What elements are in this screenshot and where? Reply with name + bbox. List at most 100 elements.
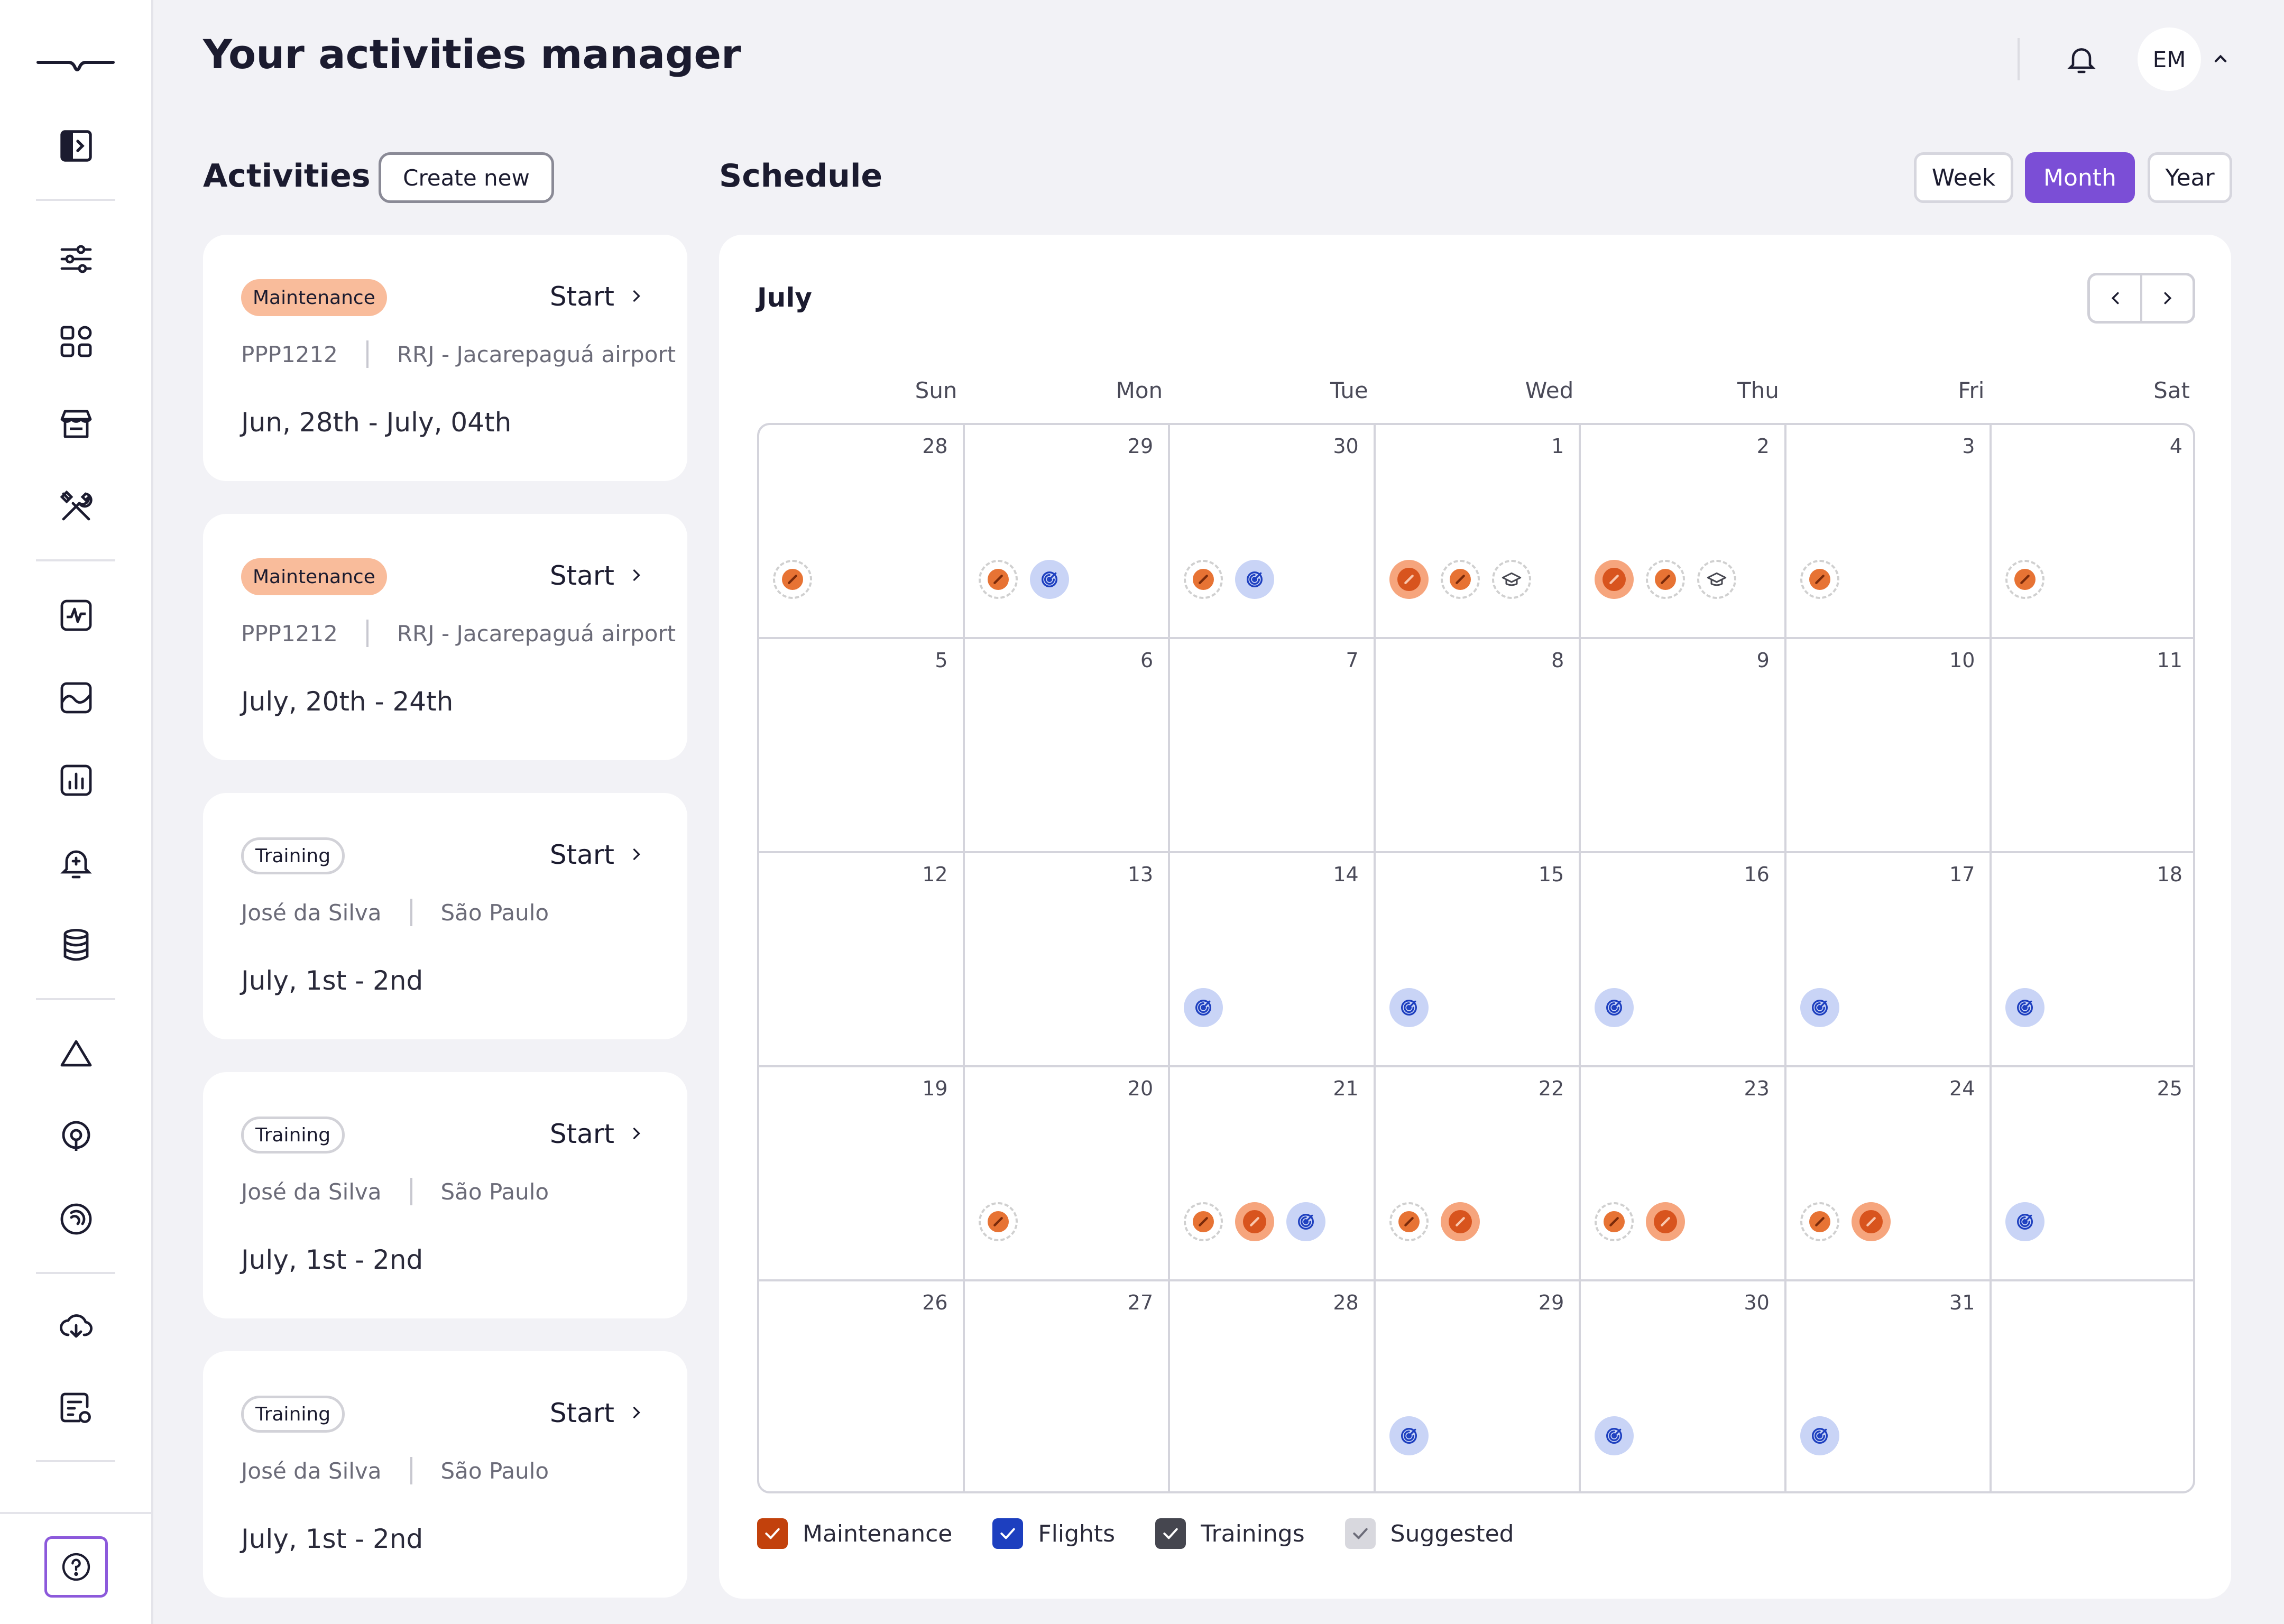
suggested-maintenance-icon[interactable] [773, 560, 812, 599]
calendar-day-cell[interactable]: 5 [759, 639, 965, 853]
activity-card[interactable]: Training Start José da Silva São Paulo July,… [203, 1351, 687, 1598]
flight-icon[interactable] [2005, 988, 2045, 1027]
calendar-day-cell[interactable]: 14 [1170, 853, 1376, 1067]
bar-chart-icon[interactable] [52, 756, 100, 805]
maintenance-icon[interactable] [1389, 560, 1429, 599]
calendar-day-cell[interactable]: 10 [1786, 639, 1992, 853]
flight-icon[interactable] [1029, 560, 1069, 599]
start-button[interactable]: Start [550, 560, 646, 591]
calendar-day-cell[interactable]: 21 [1170, 1067, 1376, 1281]
view-year-button[interactable]: Year [2148, 152, 2232, 203]
calendar-day-cell[interactable]: 22 [1375, 1067, 1581, 1281]
calendar-day-cell[interactable]: 18 [1992, 853, 2193, 1067]
calendar-day-cell[interactable]: 31 [1786, 1281, 1992, 1491]
calendar-day-cell[interactable]: 19 [759, 1067, 965, 1281]
legend-item[interactable]: Flights [992, 1518, 1115, 1549]
calendar-day-cell[interactable]: 24 [1786, 1067, 1992, 1281]
flight-icon[interactable] [1595, 1416, 1634, 1455]
calendar-day-cell[interactable]: 8 [1375, 639, 1581, 853]
suggested-maintenance-icon[interactable] [1595, 1202, 1634, 1241]
calendar-day-cell[interactable]: 1 [1375, 425, 1581, 639]
suggested-maintenance-icon[interactable] [1184, 560, 1223, 599]
suggested-maintenance-icon[interactable] [1389, 1202, 1429, 1241]
start-button[interactable]: Start [550, 1119, 646, 1149]
maintenance-icon[interactable] [1235, 1202, 1275, 1241]
legend-checkbox[interactable] [1155, 1518, 1186, 1549]
cloud-download-icon[interactable] [52, 1303, 100, 1351]
calendar-day-cell[interactable]: 20 [964, 1067, 1171, 1281]
calendar-day-cell[interactable]: 30 [1170, 425, 1376, 639]
help-button[interactable] [44, 1536, 108, 1598]
legend-item[interactable]: Trainings [1155, 1518, 1305, 1549]
view-month-button[interactable]: Month [2025, 152, 2135, 203]
calendar-day-cell[interactable]: 29 [1376, 1281, 1581, 1491]
suggested-maintenance-icon[interactable] [1184, 1202, 1223, 1241]
flight-icon[interactable] [1800, 988, 1839, 1027]
calendar-day-cell[interactable]: 28 [1170, 1281, 1376, 1491]
training-icon[interactable] [1491, 560, 1531, 599]
location-pin-icon[interactable] [52, 1112, 100, 1161]
calendar-day-cell[interactable]: 15 [1375, 853, 1581, 1067]
grid-icon[interactable] [52, 317, 100, 366]
calendar-day-cell[interactable]: 27 [965, 1281, 1171, 1491]
next-month-button[interactable] [2142, 275, 2193, 321]
avatar[interactable]: EM [2138, 27, 2201, 91]
legend-checkbox[interactable] [992, 1518, 1024, 1549]
suggested-maintenance-icon[interactable] [1800, 1202, 1839, 1241]
calendar-day-cell[interactable]: 23 [1581, 1067, 1786, 1281]
activity-card[interactable]: Maintenance Start PPP1212 RRJ - Jacarepaguá… [203, 235, 687, 481]
calendar-day-cell[interactable]: 3 [1786, 425, 1992, 639]
maintenance-icon[interactable] [1440, 1202, 1480, 1241]
maintenance-icon[interactable] [1851, 1202, 1891, 1241]
maintenance-icon[interactable] [1595, 560, 1634, 599]
radar-icon[interactable] [52, 1195, 100, 1243]
activity-card[interactable]: Training Start José da Silva São Paulo July,… [203, 1072, 687, 1318]
start-button[interactable]: Start [550, 1398, 646, 1428]
legend-item[interactable]: Maintenance [757, 1518, 952, 1549]
flight-icon[interactable] [1389, 988, 1429, 1027]
calendar-day-cell[interactable]: 4 [1992, 425, 2193, 639]
calendar-day-cell[interactable]: 12 [759, 853, 965, 1067]
calendar-day-cell[interactable]: 29 [964, 425, 1171, 639]
legend-checkbox[interactable] [757, 1518, 788, 1549]
calendar-day-cell[interactable]: 6 [964, 639, 1171, 853]
suggested-maintenance-icon[interactable] [1440, 560, 1480, 599]
notifications-button[interactable] [2059, 37, 2104, 81]
legend-item[interactable]: Suggested [1344, 1518, 1514, 1549]
calendar-day-cell[interactable]: 17 [1786, 853, 1992, 1067]
toggle-sidebar-icon[interactable] [52, 122, 100, 170]
calendar-day-cell[interactable]: 26 [759, 1281, 965, 1491]
activity-card[interactable]: Maintenance Start PPP1212 RRJ - Jacarepaguá… [203, 514, 687, 760]
flight-icon[interactable] [1389, 1416, 1429, 1455]
sliders-icon[interactable] [52, 235, 100, 283]
start-button[interactable]: Start [550, 281, 646, 312]
flight-icon[interactable] [2005, 1202, 2045, 1241]
suggested-maintenance-icon[interactable] [1800, 560, 1839, 599]
calendar-day-cell[interactable]: 30 [1581, 1281, 1786, 1491]
calendar-day-cell[interactable]: 16 [1581, 853, 1786, 1067]
suggested-maintenance-icon[interactable] [978, 1202, 1018, 1241]
chart-wave-icon[interactable] [52, 673, 100, 722]
tools-icon[interactable] [52, 482, 100, 531]
activity-monitor-icon[interactable] [52, 591, 100, 640]
bell-add-icon[interactable] [52, 838, 100, 887]
database-icon[interactable] [52, 921, 100, 970]
calendar-day-cell[interactable]: 2 [1581, 425, 1786, 639]
training-icon[interactable] [1697, 560, 1737, 599]
flight-icon[interactable] [1800, 1416, 1839, 1455]
calendar-day-cell[interactable]: 25 [1992, 1067, 2193, 1281]
view-week-button[interactable]: Week [1914, 152, 2013, 203]
flight-icon[interactable] [1595, 988, 1634, 1027]
calendar-day-cell[interactable] [1992, 1281, 2193, 1491]
triangle-icon[interactable] [52, 1030, 100, 1078]
calendar-day-cell[interactable]: 11 [1992, 639, 2193, 853]
suggested-maintenance-icon[interactable] [978, 560, 1018, 599]
flight-icon[interactable] [1184, 988, 1223, 1027]
suggested-maintenance-icon[interactable] [1646, 560, 1686, 599]
flight-icon[interactable] [1235, 560, 1275, 599]
legend-checkbox[interactable] [1344, 1518, 1376, 1549]
calendar-day-cell[interactable]: 28 [759, 425, 965, 639]
calendar-day-cell[interactable]: 9 [1581, 639, 1786, 853]
chevron-up-icon[interactable] [2209, 48, 2232, 71]
flight-icon[interactable] [1286, 1202, 1326, 1241]
